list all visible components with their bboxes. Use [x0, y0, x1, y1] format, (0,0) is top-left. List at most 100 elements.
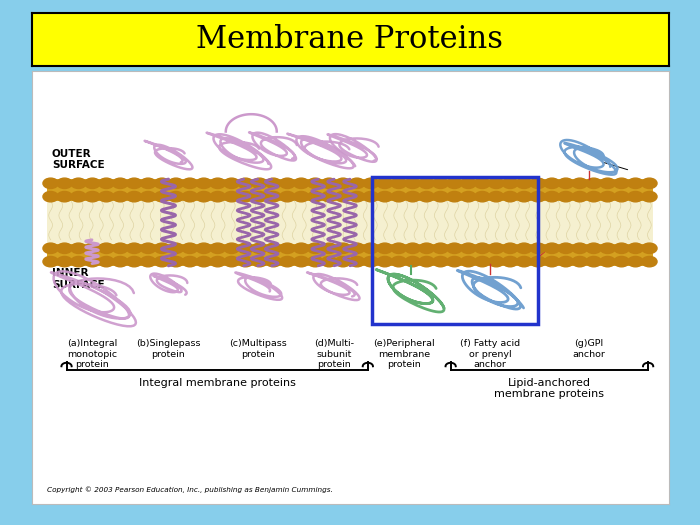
Circle shape	[558, 256, 573, 267]
Circle shape	[419, 178, 434, 188]
Circle shape	[141, 178, 155, 188]
Text: Copyright © 2003 Pearson Education, Inc., publishing as Benjamin Cummings.: Copyright © 2003 Pearson Education, Inc.…	[48, 487, 333, 493]
Circle shape	[600, 256, 615, 267]
Circle shape	[489, 256, 504, 267]
Circle shape	[419, 256, 434, 267]
Circle shape	[377, 256, 393, 267]
Circle shape	[280, 192, 295, 202]
Circle shape	[43, 178, 58, 188]
Text: INNER
SURFACE: INNER SURFACE	[52, 268, 104, 290]
Circle shape	[614, 178, 629, 188]
Circle shape	[475, 256, 490, 267]
Circle shape	[349, 178, 365, 188]
Circle shape	[168, 178, 183, 188]
Circle shape	[517, 178, 532, 188]
Circle shape	[572, 178, 587, 188]
Circle shape	[141, 192, 155, 202]
Circle shape	[447, 243, 462, 254]
Circle shape	[57, 256, 72, 267]
Circle shape	[558, 243, 573, 254]
Circle shape	[614, 192, 629, 202]
Circle shape	[196, 192, 211, 202]
Circle shape	[321, 256, 337, 267]
Circle shape	[293, 256, 309, 267]
Circle shape	[461, 178, 476, 188]
Circle shape	[461, 243, 476, 254]
Circle shape	[71, 178, 86, 188]
Circle shape	[600, 178, 615, 188]
Circle shape	[196, 256, 211, 267]
Circle shape	[182, 192, 197, 202]
Circle shape	[572, 192, 587, 202]
Circle shape	[363, 243, 379, 254]
Circle shape	[99, 192, 114, 202]
Circle shape	[210, 256, 225, 267]
Circle shape	[489, 192, 504, 202]
Circle shape	[377, 243, 393, 254]
Circle shape	[335, 243, 351, 254]
Circle shape	[141, 256, 155, 267]
Circle shape	[531, 178, 545, 188]
Circle shape	[141, 243, 155, 254]
Circle shape	[280, 256, 295, 267]
Circle shape	[238, 178, 253, 188]
Text: (b)Singlepass
protein: (b)Singlepass protein	[136, 339, 201, 359]
Circle shape	[433, 192, 448, 202]
Circle shape	[155, 192, 169, 202]
Circle shape	[307, 243, 323, 254]
Circle shape	[43, 243, 58, 254]
Circle shape	[558, 192, 573, 202]
Circle shape	[43, 256, 58, 267]
Circle shape	[503, 192, 518, 202]
Circle shape	[545, 178, 559, 188]
Circle shape	[363, 256, 379, 267]
Circle shape	[280, 178, 295, 188]
Circle shape	[447, 192, 462, 202]
Circle shape	[252, 178, 267, 188]
Bar	[48, 244, 652, 266]
Circle shape	[57, 178, 72, 188]
Circle shape	[363, 192, 379, 202]
Circle shape	[71, 243, 86, 254]
Circle shape	[531, 243, 545, 254]
Circle shape	[545, 192, 559, 202]
Circle shape	[586, 192, 601, 202]
Circle shape	[182, 178, 197, 188]
Circle shape	[155, 178, 169, 188]
Circle shape	[531, 192, 545, 202]
Circle shape	[391, 192, 407, 202]
Circle shape	[405, 178, 420, 188]
Circle shape	[210, 243, 225, 254]
Circle shape	[168, 192, 183, 202]
Circle shape	[280, 243, 295, 254]
Circle shape	[266, 243, 281, 254]
Text: (e)Peripheral
membrane
protein: (e)Peripheral membrane protein	[373, 339, 435, 369]
Circle shape	[503, 243, 518, 254]
Circle shape	[628, 256, 643, 267]
Circle shape	[113, 192, 128, 202]
Circle shape	[113, 178, 128, 188]
Circle shape	[391, 256, 407, 267]
Text: Integral membrane proteins: Integral membrane proteins	[139, 377, 295, 387]
Circle shape	[517, 256, 532, 267]
Circle shape	[57, 192, 72, 202]
Circle shape	[586, 256, 601, 267]
Text: (c)Multipass
protein: (c)Multipass protein	[229, 339, 286, 359]
Text: Lipid-anchored
membrane proteins: Lipid-anchored membrane proteins	[494, 377, 604, 399]
Circle shape	[99, 256, 114, 267]
Circle shape	[545, 243, 559, 254]
Circle shape	[85, 243, 100, 254]
Circle shape	[642, 192, 657, 202]
Circle shape	[614, 243, 629, 254]
Bar	[48, 179, 652, 201]
Circle shape	[99, 243, 114, 254]
Circle shape	[210, 192, 225, 202]
Circle shape	[433, 243, 448, 254]
Circle shape	[628, 178, 643, 188]
Circle shape	[71, 256, 86, 267]
Circle shape	[628, 192, 643, 202]
Circle shape	[461, 256, 476, 267]
Circle shape	[405, 192, 420, 202]
Circle shape	[182, 256, 197, 267]
Circle shape	[433, 256, 448, 267]
